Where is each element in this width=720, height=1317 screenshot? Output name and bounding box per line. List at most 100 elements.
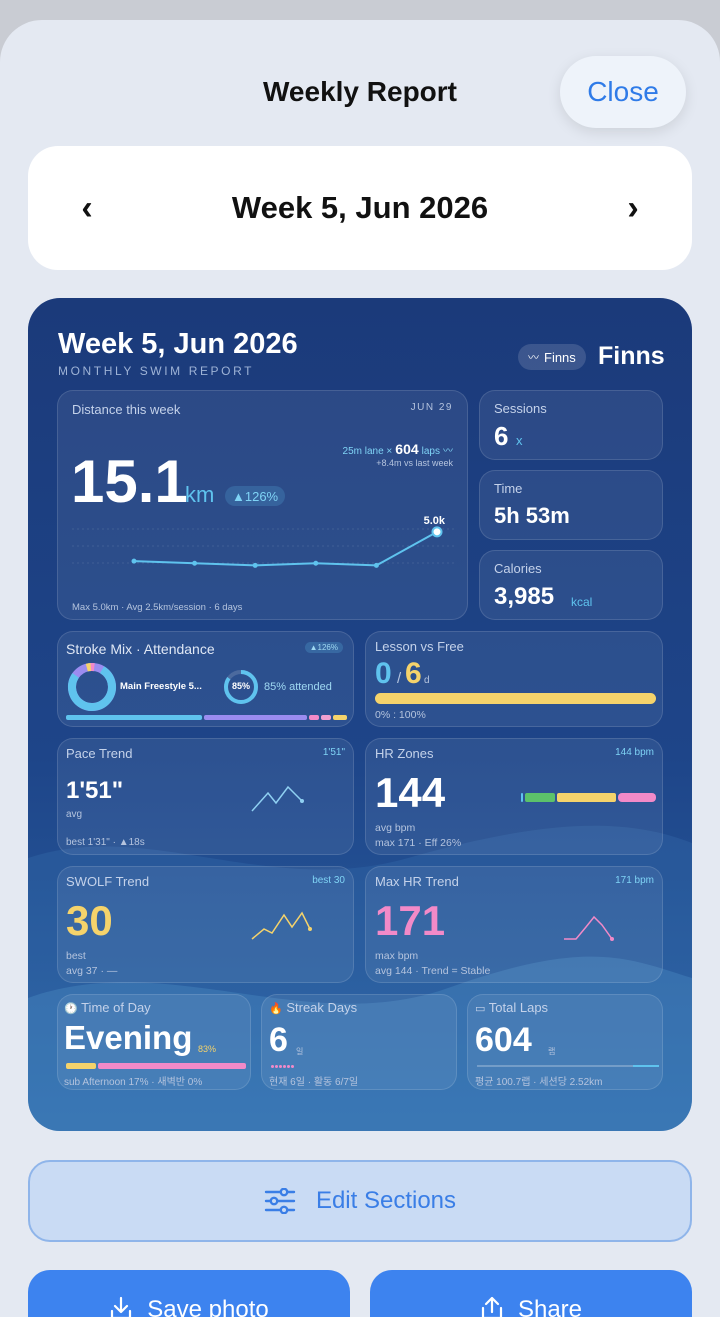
- laps-label: Total Laps: [488, 1000, 549, 1015]
- pool-icon: ▭: [475, 1003, 486, 1015]
- hr-tile: HR Zones 144 bpm 144 avg bpm max 171 · E…: [365, 738, 663, 855]
- streak-unit: 일: [296, 1047, 304, 1056]
- laps-tile: ▭ Total Laps 604 랩 평균 100.7랩 · 세션당 2.52k…: [467, 994, 663, 1090]
- calories-unit: kcal: [571, 595, 593, 609]
- laps-value: 604: [475, 1021, 532, 1059]
- edit-sections-label: Edit Sections: [315, 1187, 457, 1214]
- attendance-ring: [224, 670, 258, 704]
- sessions-value: 6: [494, 421, 509, 451]
- swimmer-icon: 〰: [528, 352, 539, 364]
- laps-bar: [477, 1065, 659, 1067]
- report-title: Week 5, Jun 2026: [58, 328, 298, 360]
- lesson-count: 0: [375, 657, 392, 690]
- calories-value: 3,985: [494, 583, 555, 610]
- calories-label: Calories: [494, 561, 542, 576]
- lane-prefix: 25m lane ×: [342, 446, 393, 457]
- maxhr-tag: 171 bpm: [615, 875, 654, 886]
- distance-date: JUN 29: [410, 402, 453, 413]
- pace-tag: 1'51": [322, 747, 345, 758]
- laps-unit: laps: [421, 446, 440, 457]
- distance-footer: Max 5.0km · Avg 2.5km/session · 6 days: [72, 602, 243, 613]
- sessions-label: Sessions: [494, 401, 547, 416]
- maxhr-foot: avg 144 · Trend = Stable: [375, 965, 491, 977]
- week-navigator: ‹ Week 5, Jun 2026 ›: [28, 146, 692, 270]
- streak-dots: [271, 1065, 294, 1068]
- streak-label-row: 🔥 Streak Days: [269, 1000, 357, 1015]
- distance-point: [373, 562, 379, 568]
- distance-point: [192, 560, 198, 566]
- streak-tile: 🔥 Streak Days 6 일 현재 6일 · 활동 6/7일: [261, 994, 457, 1090]
- week-label: Week 5, Jun 2026: [231, 190, 489, 225]
- sliders-icon: [264, 1188, 296, 1214]
- maxhr-tile: Max HR Trend 171 bpm 171 max bpm avg 144…: [365, 866, 663, 983]
- download-icon: [111, 1296, 132, 1317]
- fire-icon: 🔥: [269, 1003, 283, 1015]
- streak-value: 6: [269, 1021, 288, 1059]
- pace-label: Pace Trend: [66, 746, 133, 761]
- streak-label: Streak Days: [286, 1000, 358, 1015]
- attendance-label: 85% attended: [264, 681, 332, 693]
- laps-foot: 평균 100.7랩 · 세션당 2.52km: [475, 1077, 603, 1088]
- laps-unit: 랩: [548, 1047, 556, 1056]
- laps-count: 604: [395, 441, 419, 457]
- tod-foot: sub Afternoon 17% · 새벽반 0%: [64, 1077, 203, 1088]
- swolf-sub: best: [66, 950, 86, 962]
- brand-pill: 〰 Finns: [518, 344, 586, 370]
- wave-background: [28, 825, 692, 1131]
- distance-badge: ▲126%: [225, 486, 286, 506]
- pace-value: 1'51": [66, 777, 124, 804]
- report-subtitle: MONTHLY SWIM REPORT: [58, 364, 255, 378]
- stroke-mix-bar: [66, 715, 347, 720]
- clock-icon: 🕐: [64, 1003, 78, 1015]
- distance-point: [252, 562, 258, 568]
- swolf-label: SWOLF Trend: [66, 874, 150, 889]
- attendance-ring-value: 85%: [231, 681, 250, 691]
- tod-pct: 83%: [198, 1044, 217, 1054]
- stroke-badge: ▲126%: [304, 642, 343, 653]
- distance-point: [313, 560, 319, 566]
- stroke-label: Stroke Mix · Attendance: [66, 641, 215, 657]
- tod-tile: 🕐 Time of Day Evening 83% sub Afternoon …: [57, 994, 251, 1090]
- maxhr-sparkline: [564, 915, 614, 941]
- swolf-tag: best 30: [312, 875, 345, 886]
- sessions-unit: x: [516, 433, 523, 448]
- vs-last-week: +8.4m vs last week: [376, 458, 453, 468]
- chevron-left-icon[interactable]: ‹: [81, 188, 93, 227]
- save-photo-button[interactable]: Save photo: [28, 1270, 350, 1317]
- swolf-sparkline: [251, 911, 312, 940]
- lesson-ratio: 0% : 100%: [375, 709, 426, 721]
- close-button[interactable]: Close: [560, 56, 686, 128]
- distance-chart: 5.0k: [72, 515, 455, 568]
- stroke-donut: [68, 663, 116, 711]
- maxhr-label: Max HR Trend: [375, 874, 459, 889]
- free-count: 6: [405, 657, 422, 690]
- hr-label: HR Zones: [375, 746, 434, 761]
- lesson-sep: /: [397, 670, 402, 687]
- lesson-tile: Lesson vs Free 0 / 6 d 0% : 100%: [365, 631, 663, 727]
- lesson-label: Lesson vs Free: [375, 639, 464, 654]
- hr-sub: avg bpm: [375, 822, 416, 834]
- pace-sparkline: [251, 785, 304, 812]
- chevron-right-icon[interactable]: ›: [627, 188, 639, 227]
- distance-label: Distance this week: [72, 402, 181, 417]
- calories-tile: Calories 3,985 kcal: [479, 550, 663, 620]
- sessions-tile: Sessions 6 x: [479, 390, 663, 460]
- hr-zone-bar: [521, 793, 656, 802]
- save-photo-label: Save photo: [147, 1296, 269, 1317]
- stroke-main: Main Freestyle 5...: [120, 681, 202, 692]
- edit-sections-button[interactable]: Edit Sections: [28, 1160, 692, 1242]
- share-label: Share: [517, 1296, 583, 1317]
- swolf-value: 30: [66, 897, 113, 944]
- hr-tag: 144 bpm: [615, 747, 654, 758]
- distance-series-line: [133, 530, 438, 567]
- swimmer-small-icon: 〰: [443, 446, 453, 457]
- hr-foot: max 171 · Eff 26%: [375, 837, 462, 849]
- tod-label: Time of Day: [81, 1000, 151, 1015]
- lane-info: 25m lane × 604 laps 〰: [343, 441, 453, 457]
- maxhr-sub: max bpm: [375, 950, 419, 962]
- share-button[interactable]: Share: [370, 1270, 692, 1317]
- time-value: 5h 53m: [494, 503, 570, 528]
- stroke-tile: Stroke Mix · Attendance ▲126% Main Frees…: [57, 631, 354, 727]
- distance-point: [431, 526, 443, 538]
- tod-label-row: 🕐 Time of Day: [64, 1000, 151, 1015]
